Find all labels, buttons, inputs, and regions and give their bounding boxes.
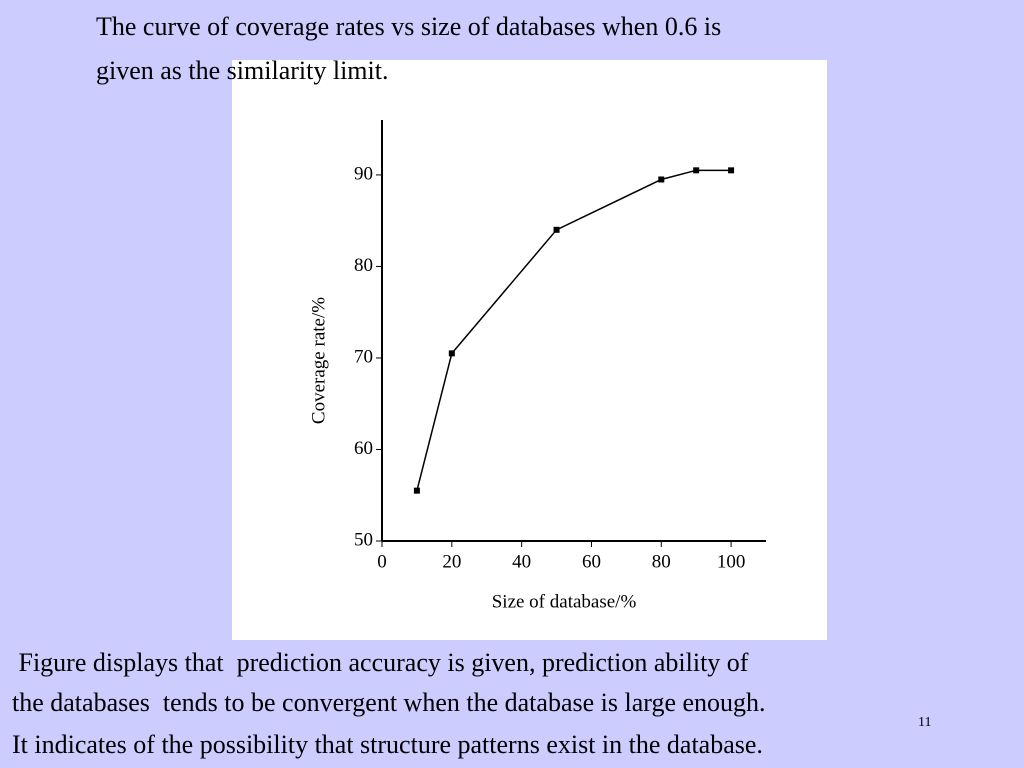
- x-tick-label: 40: [512, 551, 531, 572]
- title-line: The curve of coverage rates vs size of d…: [96, 12, 722, 41]
- x-tick-label: 60: [582, 551, 601, 572]
- series-line: [416, 169, 732, 491]
- page-number: 11: [918, 715, 932, 730]
- x-tick-label: 80: [652, 551, 671, 572]
- data-point: [553, 226, 560, 233]
- body-line: Figure displays that prediction accuracy…: [12, 648, 749, 677]
- x-tick-label: 20: [442, 551, 461, 572]
- data-point: [413, 487, 420, 494]
- y-tick-label: 60: [354, 438, 373, 459]
- data-point: [658, 176, 665, 183]
- data-point: [693, 167, 700, 174]
- body-line: the databases tends to be convergent whe…: [12, 688, 766, 717]
- data-point: [728, 167, 735, 174]
- x-axis-label: Size of database/%: [492, 591, 637, 612]
- y-tick-label: 50: [354, 529, 373, 550]
- y-axis-label: Coverage rate/%: [308, 297, 329, 424]
- x-tick-label: 0: [377, 551, 387, 572]
- x-tick-label: 100: [717, 551, 746, 572]
- y-tick-label: 80: [354, 255, 373, 276]
- body-line: It indicates of the possibility that str…: [12, 730, 763, 759]
- y-tick-label: 70: [354, 346, 373, 367]
- data-point: [448, 350, 455, 357]
- title-line: given as the similarity limit.: [96, 56, 389, 85]
- chart: 50 60 70 80 90 0 20 40 60 80 100 Size of database/%…: [232, 60, 827, 640]
- y-tick-label: 90: [354, 163, 373, 184]
